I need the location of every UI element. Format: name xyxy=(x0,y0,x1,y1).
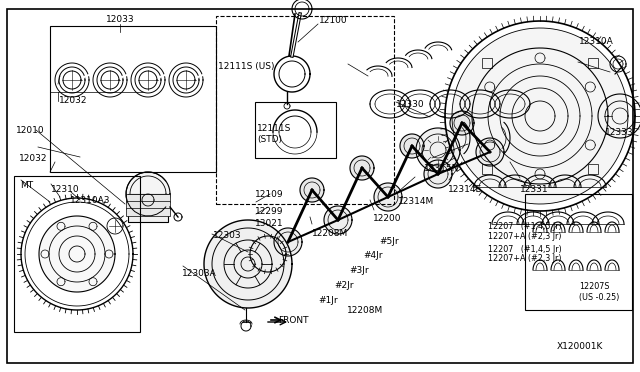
Bar xyxy=(126,194,170,202)
Text: #3Jr: #3Jr xyxy=(349,266,369,275)
Polygon shape xyxy=(450,111,474,135)
Polygon shape xyxy=(126,172,170,216)
Bar xyxy=(14,176,140,332)
Text: 12109: 12109 xyxy=(255,190,284,199)
Text: 12314M: 12314M xyxy=(398,197,435,206)
Text: FRONT: FRONT xyxy=(278,316,309,325)
Text: 12111S (US): 12111S (US) xyxy=(218,62,274,71)
Text: 12310: 12310 xyxy=(51,185,80,194)
Bar xyxy=(482,58,492,68)
Polygon shape xyxy=(350,156,374,180)
Text: 12032: 12032 xyxy=(19,154,48,163)
Text: #5Jr: #5Jr xyxy=(379,237,399,246)
Text: 12207+A (#2,3 Jr): 12207+A (#2,3 Jr) xyxy=(488,232,561,241)
Polygon shape xyxy=(374,183,402,211)
Text: 12207   (#1,4,5 Jr): 12207 (#1,4,5 Jr) xyxy=(488,245,561,254)
Text: 12310A3: 12310A3 xyxy=(70,196,111,205)
Text: 12207+A (#2,3 Jr): 12207+A (#2,3 Jr) xyxy=(488,254,561,263)
Text: 12200: 12200 xyxy=(372,214,401,223)
Polygon shape xyxy=(300,178,324,202)
Text: 12207   (#1,4,5 Jr): 12207 (#1,4,5 Jr) xyxy=(488,222,561,231)
Bar xyxy=(255,102,336,158)
Text: 12208M: 12208M xyxy=(312,229,349,238)
Bar xyxy=(128,194,168,222)
Text: 12303: 12303 xyxy=(212,231,241,240)
Text: #4Jr: #4Jr xyxy=(364,251,383,260)
Text: 12314E: 12314E xyxy=(448,185,482,194)
Text: 12207S
(US -0.25): 12207S (US -0.25) xyxy=(579,282,620,302)
Text: 12331: 12331 xyxy=(520,185,548,194)
Text: 12100: 12100 xyxy=(319,16,348,25)
Text: X120001K: X120001K xyxy=(557,342,603,351)
Polygon shape xyxy=(274,228,302,256)
Text: 12310A: 12310A xyxy=(579,37,614,46)
Text: #1Jr: #1Jr xyxy=(319,296,339,305)
Text: #2Jr: #2Jr xyxy=(334,281,353,290)
Text: 12330: 12330 xyxy=(396,100,424,109)
Text: 12111S
(STD): 12111S (STD) xyxy=(257,124,292,144)
Text: MT: MT xyxy=(20,182,34,190)
Polygon shape xyxy=(204,220,292,308)
Bar xyxy=(126,208,170,216)
Polygon shape xyxy=(424,160,452,188)
Text: 12333: 12333 xyxy=(605,128,634,137)
Text: 12033: 12033 xyxy=(106,15,134,24)
Text: 12010: 12010 xyxy=(16,126,45,135)
Text: 12303A: 12303A xyxy=(182,269,217,278)
Bar xyxy=(216,16,394,204)
Bar xyxy=(126,201,170,209)
Bar xyxy=(525,194,632,310)
Text: 12032: 12032 xyxy=(59,96,88,105)
Polygon shape xyxy=(476,138,504,166)
Polygon shape xyxy=(400,134,424,158)
Text: 12208M: 12208M xyxy=(347,306,383,315)
Bar xyxy=(50,26,216,172)
Text: 12299: 12299 xyxy=(255,207,284,216)
Bar xyxy=(588,164,598,174)
Bar xyxy=(482,164,492,174)
Polygon shape xyxy=(416,128,460,172)
Polygon shape xyxy=(39,216,115,292)
Polygon shape xyxy=(452,28,628,204)
Text: 12315N: 12315N xyxy=(424,164,459,173)
Polygon shape xyxy=(324,206,352,234)
Bar xyxy=(588,58,598,68)
Text: 13021: 13021 xyxy=(255,219,284,228)
